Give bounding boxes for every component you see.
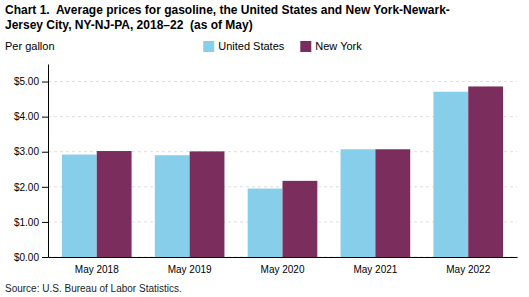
legend-label: United States xyxy=(218,40,285,52)
tick: $0.00 xyxy=(14,252,48,263)
tick-label: May 2018 xyxy=(75,264,119,275)
bar xyxy=(433,92,468,257)
tick: $1.00 xyxy=(14,217,48,228)
tick: $4.00 xyxy=(14,111,48,122)
tick-mark xyxy=(42,117,48,118)
legend-swatch xyxy=(300,41,311,52)
tick-label: $0.00 xyxy=(14,252,39,263)
tick-label: May 2021 xyxy=(353,264,397,275)
legend-item: United States xyxy=(203,40,285,52)
y-axis: $0.00 $1.00 $2.00 $3.00 $4.00 $5.00 xyxy=(14,65,49,263)
subtitle: Jersey City, NY-NJ-PA, 2018–22 (as of Ma… xyxy=(5,18,253,32)
tick-label: $1.00 xyxy=(14,217,39,228)
tick: $2.00 xyxy=(14,182,48,193)
grid-line xyxy=(48,81,517,82)
tick-label: $2.00 xyxy=(14,182,39,193)
bar xyxy=(248,189,283,257)
tick-label: $3.00 xyxy=(14,146,39,157)
axis-line xyxy=(49,257,518,258)
tick-mark xyxy=(42,82,48,83)
x-axis: May 2018 May 2019 May 2020 May 2021 May 2022 xyxy=(49,258,518,276)
tick-label: May 2022 xyxy=(446,264,490,275)
tick: May 2018 xyxy=(75,264,119,275)
tick-label: $5.00 xyxy=(14,76,39,87)
tick-label: May 2019 xyxy=(168,264,212,275)
bar xyxy=(341,149,376,257)
plot: $0.00$1.00$2.00$3.00$4.00$5.00May 2018Ma… xyxy=(14,65,518,276)
chart: Chart 1. Average prices for gasoline, th… xyxy=(0,0,529,297)
bar xyxy=(190,151,225,257)
tick: $5.00 xyxy=(14,76,48,87)
tick-mark xyxy=(42,152,48,153)
bar xyxy=(97,151,132,257)
tick-label: $4.00 xyxy=(14,111,39,122)
tick: May 2020 xyxy=(261,264,305,275)
tick-mark xyxy=(42,257,48,258)
tick-label: May 2020 xyxy=(261,264,305,275)
tick: May 2019 xyxy=(168,264,212,275)
source: Source: U.S. Bureau of Labor Statistics. xyxy=(5,283,182,294)
bar xyxy=(468,86,503,257)
tick-mark xyxy=(42,187,48,188)
tick: $3.00 xyxy=(14,146,48,157)
legend-swatch xyxy=(203,41,214,52)
y-axis-label: Per gallon xyxy=(5,40,55,52)
title: Chart 1. Average prices for gasoline, th… xyxy=(5,3,450,17)
tick: May 2021 xyxy=(353,264,397,275)
tick: May 2022 xyxy=(446,264,490,275)
legend-item: New York xyxy=(300,40,362,52)
tick-mark xyxy=(42,222,48,223)
axis-line xyxy=(48,65,49,258)
bar xyxy=(283,181,318,257)
legend: United States New York xyxy=(203,40,362,52)
bar xyxy=(375,149,410,257)
bars xyxy=(62,86,503,257)
grid xyxy=(48,82,517,257)
bar xyxy=(155,155,190,257)
bar-series xyxy=(97,86,503,257)
legend-label: New York xyxy=(315,40,362,52)
bar-series xyxy=(62,92,468,257)
bar xyxy=(62,155,97,257)
